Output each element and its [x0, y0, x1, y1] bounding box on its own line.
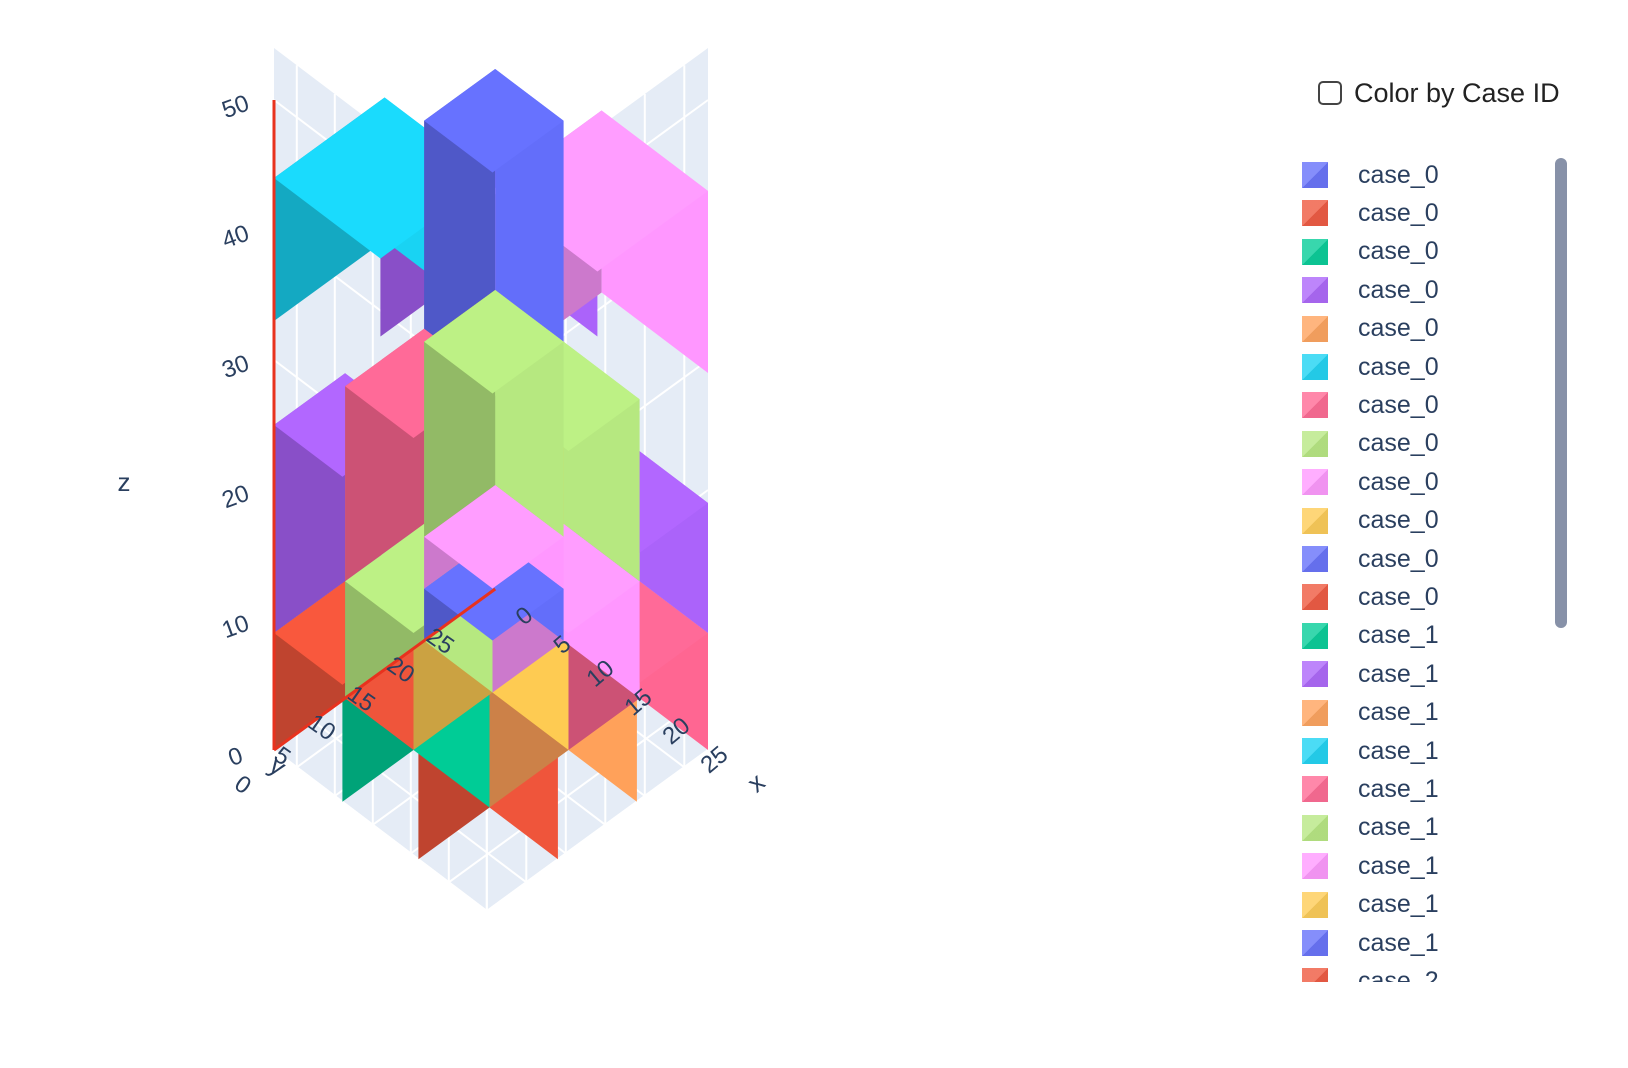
legend-item[interactable]: case_0	[1290, 386, 1550, 424]
legend-swatch	[1302, 546, 1328, 572]
legend-item[interactable]: case_0	[1290, 540, 1550, 578]
legend-label: case_1	[1358, 659, 1439, 688]
legend-label: case_0	[1358, 544, 1439, 573]
legend-swatch	[1302, 661, 1328, 688]
box-mesh	[424, 290, 564, 537]
legend-item[interactable]: case_0	[1290, 233, 1550, 271]
grid-line	[486, 749, 709, 912]
legend-swatch	[1302, 930, 1328, 956]
z-tick-label: 10	[218, 610, 252, 645]
legend-label: case_0	[1358, 467, 1439, 496]
legend-item[interactable]: case_0	[1290, 463, 1550, 501]
legend-item[interactable]: case_0	[1290, 156, 1550, 194]
legend-swatch	[1302, 853, 1328, 880]
legend-item[interactable]: case_1	[1290, 886, 1550, 924]
legend-swatch	[1302, 392, 1328, 419]
box-mesh	[424, 69, 564, 342]
legend-label: case_0	[1358, 429, 1439, 458]
z-axis-title: z	[118, 467, 131, 497]
y-tick-label: 0	[229, 770, 255, 800]
y-axis-title: y	[264, 750, 292, 782]
legend-swatch	[1302, 776, 1328, 803]
legend-swatch	[1302, 968, 1328, 982]
legend-item[interactable]: case_0	[1290, 310, 1550, 348]
legend-item[interactable]: case_0	[1290, 271, 1550, 309]
color-by-case-label: Color by Case ID	[1354, 77, 1560, 108]
highlight-line-layer	[272, 100, 497, 752]
legend-label: case_1	[1358, 813, 1439, 842]
legend-label: case_0	[1358, 352, 1439, 381]
legend-label: case_0	[1358, 314, 1439, 343]
legend-label: case_0	[1358, 160, 1439, 189]
legend-item[interactable]: case_0	[1290, 425, 1550, 463]
box-meshes	[274, 69, 708, 860]
grid-line	[273, 749, 488, 912]
legend-label: case_0	[1358, 275, 1439, 304]
z-tick-label: 0	[225, 742, 247, 772]
legend-label: case_0	[1358, 390, 1439, 419]
legend-label: case_0	[1358, 198, 1439, 227]
legend-swatch	[1302, 315, 1328, 342]
box-face-top	[424, 290, 564, 394]
z-tick-label: 50	[218, 90, 252, 125]
legend-item[interactable]: case_0	[1290, 502, 1550, 540]
legend-label: case_1	[1358, 851, 1439, 880]
legend-swatch	[1302, 584, 1328, 611]
legend-scrollbar[interactable]	[1555, 158, 1567, 628]
color-by-case-toggle[interactable]: Color by Case ID	[1318, 76, 1560, 110]
legend-swatch	[1302, 699, 1328, 726]
legend-item[interactable]: case_1	[1290, 655, 1550, 693]
legend-item[interactable]: case_1	[1290, 732, 1550, 770]
legend-swatch	[1302, 469, 1328, 496]
color-by-case-checkbox[interactable]	[1318, 81, 1342, 105]
legend-label: case_2	[1358, 966, 1439, 982]
legend-item[interactable]: case_1	[1290, 694, 1550, 732]
legend-label: case_1	[1358, 736, 1439, 765]
legend-swatch	[1302, 238, 1328, 265]
legend-item[interactable]: case_1	[1290, 924, 1550, 962]
legend-item[interactable]: case_1	[1290, 617, 1550, 655]
legend-swatch	[1302, 162, 1328, 188]
legend-label: case_1	[1358, 890, 1439, 919]
legend-item[interactable]: case_1	[1290, 770, 1550, 808]
legend-swatch	[1302, 354, 1328, 380]
legend-swatch	[1302, 891, 1328, 918]
legend-item[interactable]: case_0	[1290, 194, 1550, 232]
box-face-top	[424, 485, 564, 589]
legend-label: case_1	[1358, 928, 1439, 957]
legend-swatch	[1302, 622, 1328, 649]
legend-label: case_0	[1358, 506, 1439, 535]
legend-item[interactable]: case_1	[1290, 809, 1550, 847]
legend-swatch	[1302, 814, 1328, 841]
legend-item[interactable]: case_0	[1290, 348, 1550, 386]
legend-item[interactable]: case_1	[1290, 847, 1550, 885]
box-mesh	[424, 485, 564, 589]
legend: case_0 case_0 case_0 case_0 case_0 case_0 case…	[1290, 156, 1610, 982]
legend-item[interactable]: case_2	[1290, 962, 1550, 982]
x-axis-title: x	[741, 767, 770, 798]
legend-label: case_1	[1358, 621, 1439, 650]
legend-item[interactable]: case_0	[1290, 578, 1550, 616]
legend-swatch	[1302, 738, 1328, 764]
z-tick-label: 20	[218, 480, 252, 515]
legend-swatch	[1302, 430, 1328, 457]
legend-swatch	[1302, 507, 1328, 534]
z-tick-label: 40	[218, 220, 252, 255]
highlight-line-base	[273, 587, 497, 752]
z-tick-label: 30	[218, 350, 252, 385]
legend-label: case_1	[1358, 698, 1439, 727]
legend-swatch	[1302, 200, 1328, 227]
legend-label: case_0	[1358, 582, 1439, 611]
legend-label: case_1	[1358, 774, 1439, 803]
legend-swatch	[1302, 277, 1328, 304]
legend-label: case_0	[1358, 237, 1439, 266]
box-face-top	[424, 69, 564, 173]
